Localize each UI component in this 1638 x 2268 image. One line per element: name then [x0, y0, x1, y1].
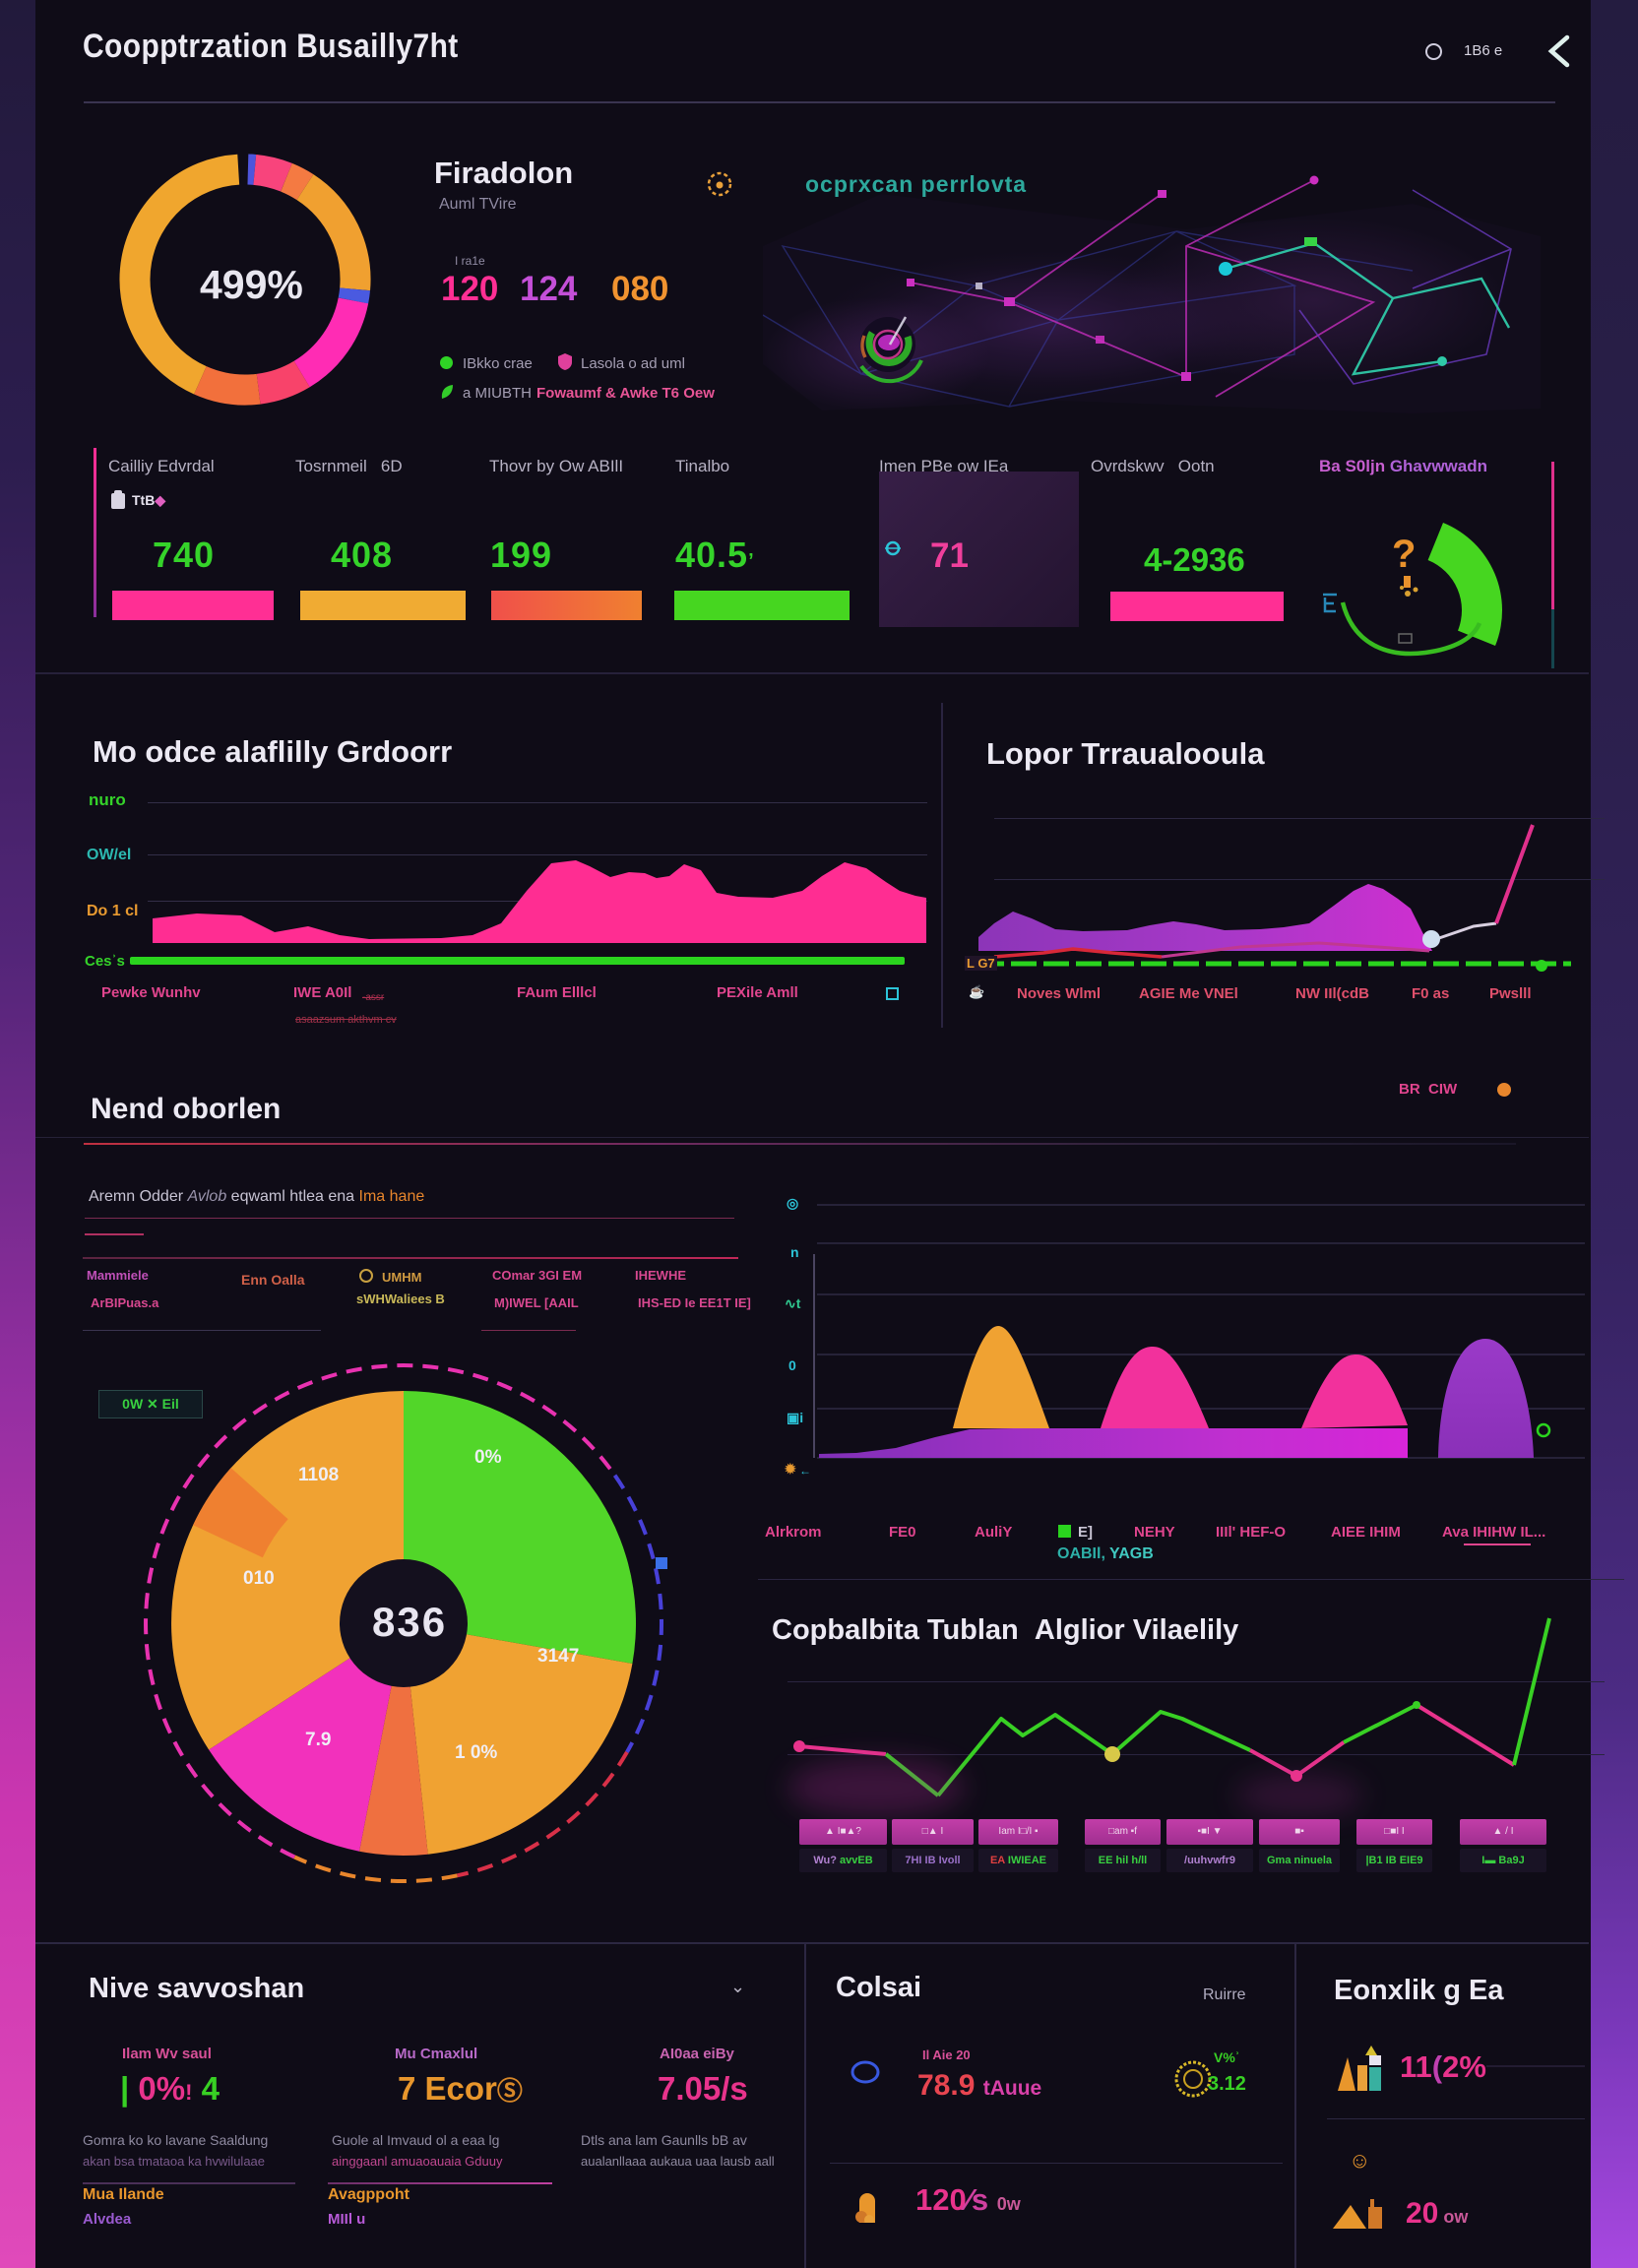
svg-text:?: ? [1392, 533, 1416, 576]
